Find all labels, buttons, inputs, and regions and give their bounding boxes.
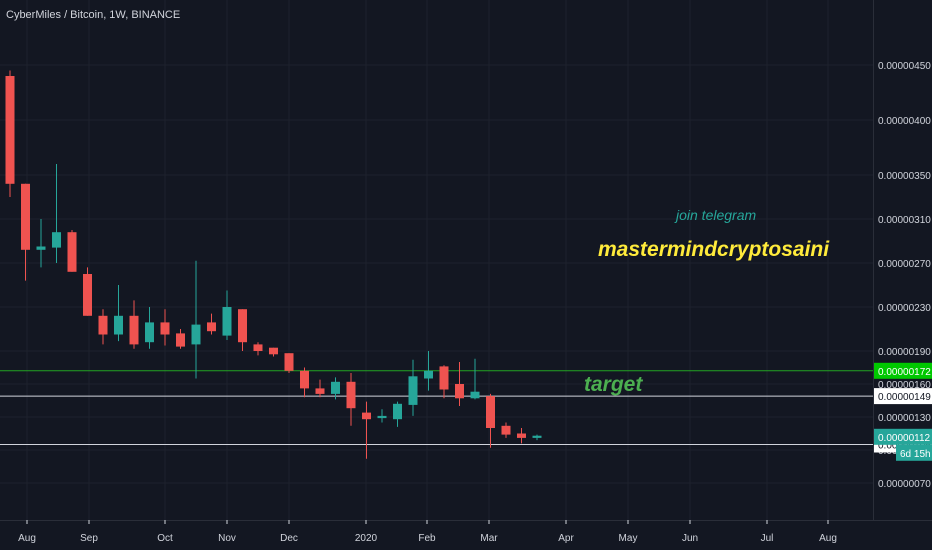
time-tick-label: Dec — [280, 533, 298, 544]
candle-body[interactable] — [67, 232, 77, 272]
grid-lines — [0, 0, 873, 520]
time-tick-label: Apr — [558, 533, 574, 544]
candle-body[interactable] — [424, 370, 433, 379]
candle-body[interactable] — [377, 415, 387, 419]
horizontal-levels[interactable] — [0, 370, 873, 445]
candles[interactable] — [5, 70, 542, 459]
candle-body[interactable] — [346, 381, 356, 409]
handle-annotation: mastermindcryptosaini — [598, 238, 830, 261]
candle-body[interactable] — [408, 376, 418, 405]
price-tick-label: 0.00000070 — [878, 479, 931, 490]
candle-body[interactable] — [238, 309, 247, 343]
price-labels: 0.000001720.000001490.000001050.00000112… — [874, 362, 932, 461]
price-tick-label: 0.00000400 — [878, 116, 931, 127]
level-price-label: 0.00000172 — [878, 367, 931, 378]
price-tick-label: 0.00000130 — [878, 413, 931, 424]
time-tick-label: Mar — [480, 533, 498, 544]
price-tick-label: 0.00000450 — [878, 61, 931, 72]
candle-body[interactable] — [501, 425, 511, 435]
candle-body[interactable] — [439, 366, 449, 390]
candle-body[interactable] — [331, 381, 340, 394]
price-tick-label: 0.00000160 — [878, 380, 931, 391]
candle-body[interactable] — [315, 388, 325, 394]
countdown-label: 6d 15h — [900, 449, 931, 460]
candle-body[interactable] — [36, 246, 46, 250]
candle-body[interactable] — [455, 384, 464, 399]
candle-body[interactable] — [253, 344, 263, 351]
price-tick-label: 0.00000350 — [878, 171, 931, 182]
candle-body[interactable] — [207, 322, 216, 332]
candle-body[interactable] — [98, 315, 108, 335]
candle-body[interactable] — [532, 435, 542, 438]
time-tick-label: Feb — [418, 533, 436, 544]
candle-body[interactable] — [222, 307, 232, 336]
last-price-box — [874, 428, 932, 445]
candle-body[interactable] — [191, 324, 201, 345]
candle-body[interactable] — [160, 322, 170, 335]
candle-body[interactable] — [486, 396, 495, 428]
candle-body[interactable] — [470, 391, 480, 399]
candle-body[interactable] — [83, 274, 92, 316]
time-tick-label: Nov — [218, 533, 236, 544]
price-tick-label: 0.00000230 — [878, 303, 931, 314]
time-tick-label: May — [619, 533, 638, 544]
price-tick-label: 0.00000270 — [878, 259, 931, 270]
time-tick-label: 2020 — [355, 533, 378, 544]
time-tick-label: Sep — [80, 533, 98, 544]
time-tick-label: Jul — [761, 533, 774, 544]
target-annotation: target — [584, 373, 643, 396]
telegram-annotation: join telegram — [676, 207, 757, 223]
candle-body[interactable] — [129, 315, 139, 345]
candle-body[interactable] — [362, 412, 371, 420]
price-tick-label: 0.00000190 — [878, 347, 931, 358]
level-price-box — [874, 388, 932, 405]
candle-body[interactable] — [114, 315, 123, 335]
time-axis[interactable]: Aug Sep Oct Nov Dec 2020 Feb Mar Apr May Jun Jul Aug — [18, 520, 837, 544]
time-tick-label: Oct — [157, 533, 173, 544]
candle-body[interactable] — [393, 403, 402, 420]
level-price-box — [874, 362, 932, 379]
last-price-label: 0.00000112 — [878, 433, 931, 444]
time-tick-label: Aug — [18, 533, 36, 544]
time-tick-label: Jun — [682, 533, 698, 544]
candle-body[interactable] — [5, 76, 15, 184]
candle-body[interactable] — [176, 333, 185, 347]
candle-body[interactable] — [145, 322, 154, 343]
candle-body[interactable] — [52, 232, 61, 248]
countdown-box — [896, 444, 932, 461]
candle-body[interactable] — [269, 347, 278, 355]
candle-body[interactable] — [284, 353, 294, 371]
time-tick-label: Aug — [819, 533, 837, 544]
candle-body[interactable] — [300, 370, 309, 389]
chart-title: CyberMiles / Bitcoin, 1W, BINANCE — [6, 9, 181, 21]
level-price-label: 0.00000149 — [878, 392, 931, 403]
candle-body[interactable] — [517, 433, 526, 438]
price-tick-label: 0.00000310 — [878, 215, 931, 226]
candle-body[interactable] — [21, 183, 30, 250]
